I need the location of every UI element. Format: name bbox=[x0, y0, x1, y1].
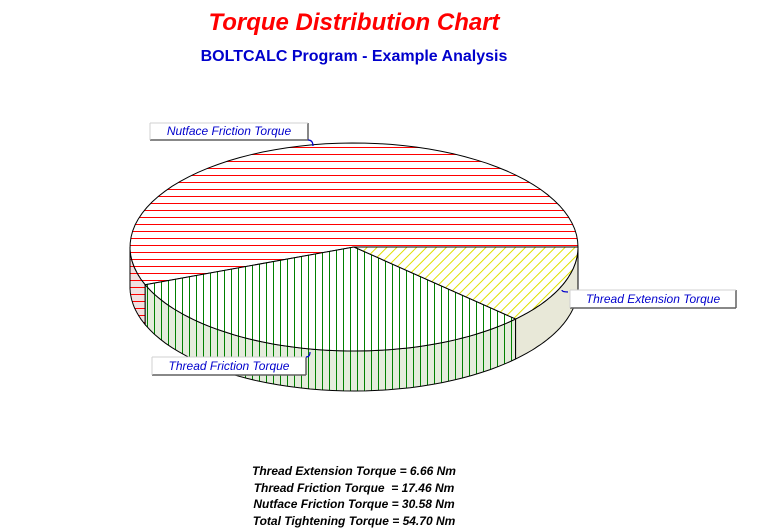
svg-text:Thread Friction Torque: Thread Friction Torque bbox=[169, 359, 290, 373]
summary-line-thread-friction: Thread Friction Torque = 17.46 Nm bbox=[253, 480, 455, 495]
svg-text:Nutface Friction Torque: Nutface Friction Torque bbox=[167, 124, 292, 138]
svg-text:Thread Extension Torque: Thread Extension Torque bbox=[586, 292, 721, 306]
summary-line-total: Total Tightening Torque = 54.70 Nm bbox=[252, 513, 456, 528]
torque-summary: Thread Extension Torque = 6.66 Nm Thread… bbox=[160, 463, 548, 529]
pie-slice-thread-friction-torque bbox=[144, 246, 517, 352]
pie-slice-thread-extension-torque bbox=[353, 246, 579, 320]
summary-line-thread-extension: Thread Extension Torque = 6.66 Nm bbox=[252, 464, 456, 478]
slice-label-thread-friction-torque: Thread Friction Torque bbox=[151, 351, 311, 376]
slice-label-nutface-friction-torque: Nutface Friction Torque bbox=[149, 122, 314, 147]
chart-title: Torque Distribution Chart bbox=[208, 9, 500, 36]
summary-line-nutface-friction: Nutface Friction Torque = 30.58 Nm bbox=[253, 497, 455, 511]
chart-subtitle: BOLTCALC Program - Example Analysis bbox=[200, 48, 508, 65]
slice-label-thread-extension-torque: Thread Extension Torque bbox=[561, 289, 737, 309]
